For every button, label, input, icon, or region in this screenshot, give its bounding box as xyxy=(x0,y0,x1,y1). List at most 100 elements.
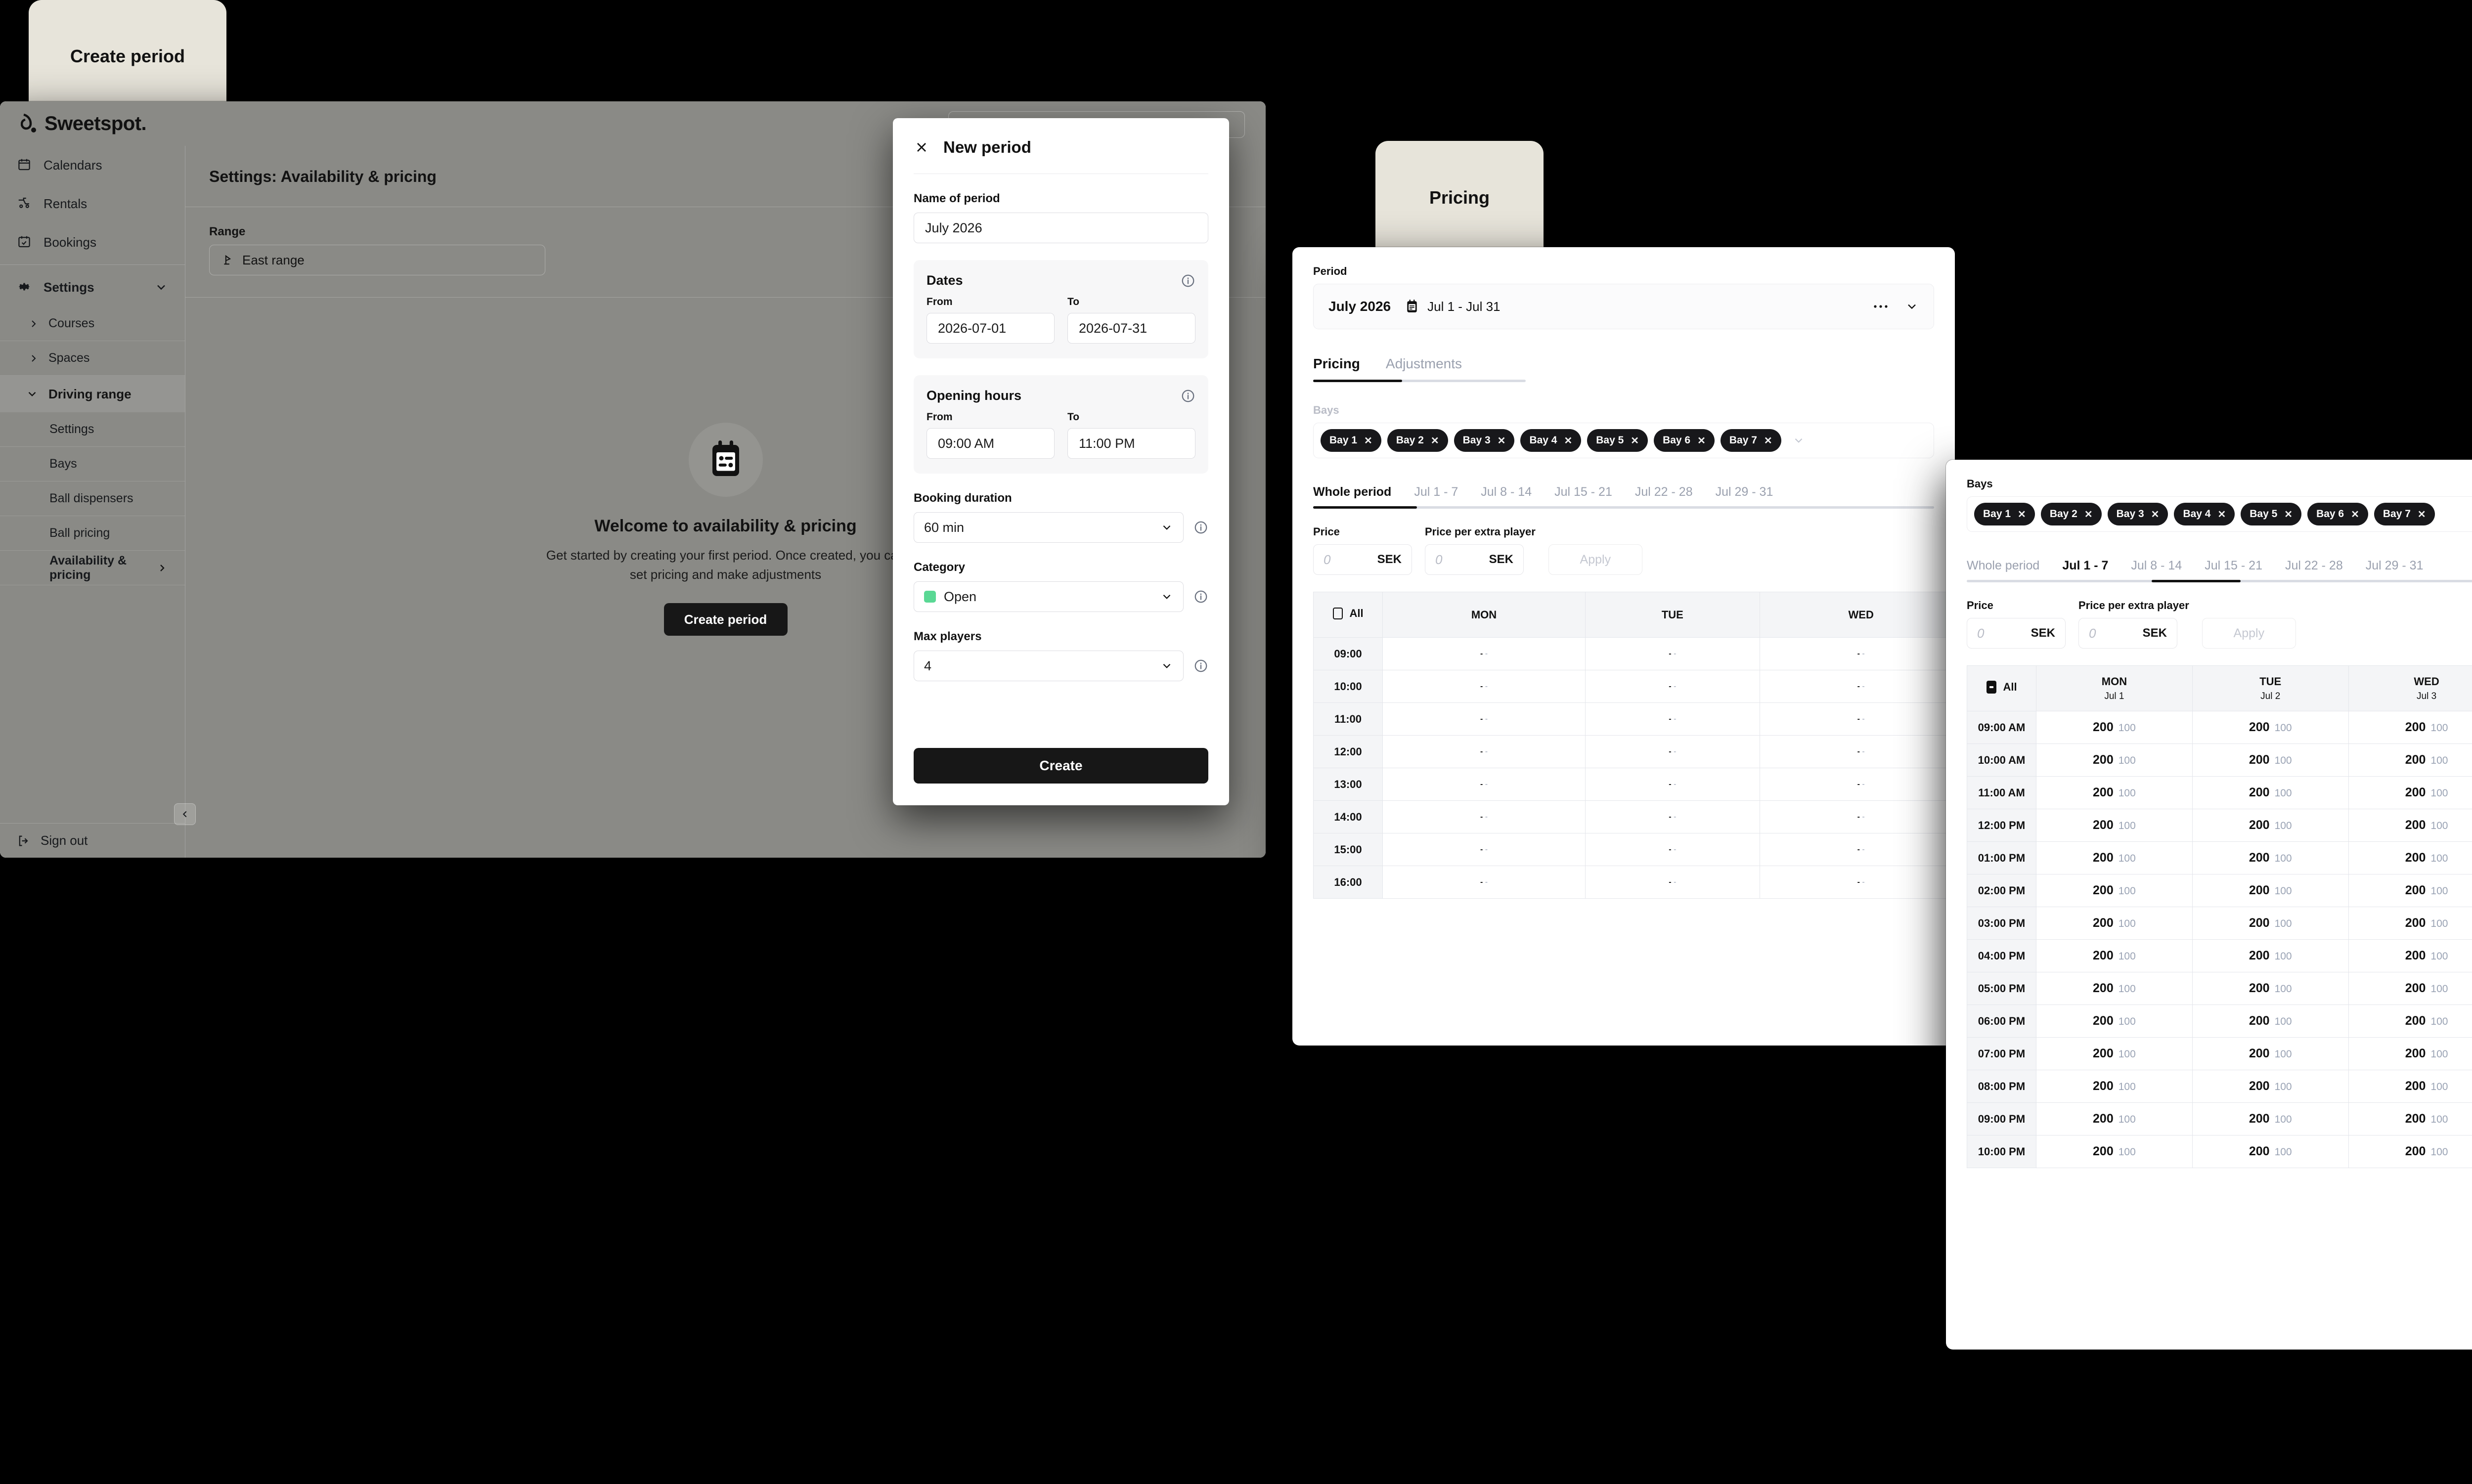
grid-cell[interactable]: 200 100 xyxy=(2348,1070,2472,1103)
info-icon[interactable] xyxy=(1193,589,1208,604)
grid-cell[interactable]: 200 100 xyxy=(2036,874,2193,907)
sidebar-item-dr-availability-pricing[interactable]: Availability & pricing xyxy=(0,551,185,585)
grid-cell[interactable]: - - xyxy=(1382,866,1586,899)
grid-cell[interactable]: 200 100 xyxy=(2192,711,2349,744)
grid-cell[interactable]: 200 100 xyxy=(2192,1070,2349,1103)
grid-cell[interactable]: 200 100 xyxy=(2192,1004,2349,1038)
grid-cell[interactable]: 200 100 xyxy=(2192,776,2349,809)
sign-out-button[interactable]: Sign out xyxy=(0,823,185,858)
range-select[interactable]: East range xyxy=(209,245,545,275)
create-button[interactable]: Create xyxy=(914,748,1208,784)
grid-all-header[interactable]: All xyxy=(1313,592,1383,638)
dates-from-input[interactable]: 2026-07-01 xyxy=(927,313,1055,344)
opening-to-input[interactable]: 11:00 PM xyxy=(1067,428,1195,459)
week-tab-jul-8-14[interactable]: Jul 8 - 14 xyxy=(1481,485,1532,499)
grid-cell[interactable]: 200 100 xyxy=(2348,874,2472,907)
chevron-down-icon[interactable] xyxy=(1792,434,1805,447)
grid-cell[interactable]: 200 100 xyxy=(2192,1135,2349,1168)
apply-button[interactable]: Apply xyxy=(1548,544,1642,575)
info-icon[interactable] xyxy=(1181,389,1195,403)
chevron-down-icon[interactable] xyxy=(1905,300,1919,313)
week-tab-jul-15-21[interactable]: Jul 15 - 21 xyxy=(2205,559,2262,572)
bay-chip[interactable]: Bay 4 ✕ xyxy=(1520,429,1582,452)
close-icon[interactable]: ✕ xyxy=(1631,435,1639,446)
week-tab-jul-22-28[interactable]: Jul 22 - 28 xyxy=(1634,485,1693,499)
grid-cell[interactable]: - - xyxy=(1585,702,1760,736)
price-input[interactable]: 0 SEK xyxy=(1313,544,1412,575)
grid-cell[interactable]: 200 100 xyxy=(2192,874,2349,907)
grid-cell[interactable]: - - xyxy=(1759,637,1955,670)
grid-cell[interactable]: 200 100 xyxy=(2036,711,2193,744)
close-icon[interactable] xyxy=(914,139,929,155)
grid-cell[interactable]: 200 100 xyxy=(2036,939,2193,972)
close-icon[interactable]: ✕ xyxy=(2151,509,2160,520)
grid-cell[interactable]: 200 100 xyxy=(2192,972,2349,1005)
grid-cell[interactable]: - - xyxy=(1585,637,1760,670)
grid-cell[interactable]: 200 100 xyxy=(2348,1004,2472,1038)
grid-cell[interactable]: - - xyxy=(1382,833,1586,866)
category-select[interactable]: Open xyxy=(914,581,1184,612)
sidebar-item-calendars[interactable]: Calendars xyxy=(0,146,185,184)
week-tab-jul-1-7[interactable]: Jul 1 - 7 xyxy=(2062,559,2109,572)
extra-player-price-input[interactable]: 0 SEK xyxy=(2078,618,2177,649)
tab-pricing[interactable]: Pricing xyxy=(1313,356,1360,371)
grid-cell[interactable]: 200 100 xyxy=(2036,743,2193,777)
grid-cell[interactable]: 200 100 xyxy=(2348,841,2472,874)
bay-chip[interactable]: Bay 7 ✕ xyxy=(2374,503,2435,525)
bay-chip[interactable]: Bay 1 ✕ xyxy=(1974,503,2035,525)
bay-chip[interactable]: Bay 2 ✕ xyxy=(1387,429,1448,452)
grid-cell[interactable]: 200 100 xyxy=(2192,743,2349,777)
grid-cell[interactable]: 200 100 xyxy=(2348,972,2472,1005)
close-icon[interactable]: ✕ xyxy=(1430,435,1439,446)
grid-cell[interactable]: 200 100 xyxy=(2348,939,2472,972)
close-icon[interactable]: ✕ xyxy=(2018,509,2026,520)
grid-cell[interactable]: 200 100 xyxy=(2348,907,2472,940)
sidebar-collapse-button[interactable] xyxy=(174,803,196,825)
grid-cell[interactable]: 200 100 xyxy=(2036,1037,2193,1070)
grid-cell[interactable]: - - xyxy=(1585,866,1760,899)
tab-label-pricing[interactable]: Pricing xyxy=(1375,141,1544,255)
grid-cell[interactable]: - - xyxy=(1759,768,1955,801)
close-icon[interactable]: ✕ xyxy=(1764,435,1772,446)
sidebar-item-bookings[interactable]: Bookings xyxy=(0,223,185,262)
close-icon[interactable]: ✕ xyxy=(1497,435,1506,446)
grid-cell[interactable]: 200 100 xyxy=(2348,809,2472,842)
grid-cell[interactable]: - - xyxy=(1382,702,1586,736)
period-selector[interactable]: July 2026 Jul 1 - Jul 31 xyxy=(1313,284,1934,329)
bay-chip[interactable]: Bay 6 ✕ xyxy=(2307,503,2368,525)
bays-chip-list[interactable]: Bay 1 ✕ Bay 2 ✕ Bay 3 ✕ Bay 4 ✕ Bay 5 ✕ Bay 6… xyxy=(1967,496,2472,532)
tab-label-create-period[interactable]: Create period xyxy=(29,0,226,113)
close-icon[interactable]: ✕ xyxy=(2284,509,2293,520)
week-tab-jul-8-14[interactable]: Jul 8 - 14 xyxy=(2131,559,2182,572)
tab-adjustments[interactable]: Adjustments xyxy=(1385,356,1462,371)
info-icon[interactable] xyxy=(1193,658,1208,673)
week-tab-jul-29-31[interactable]: Jul 29 - 31 xyxy=(2365,559,2424,572)
grid-cell[interactable]: 200 100 xyxy=(2348,711,2472,744)
grid-cell[interactable]: - - xyxy=(1585,670,1760,703)
bay-chip[interactable]: Bay 2 ✕ xyxy=(2040,503,2102,525)
sidebar-item-driving-range[interactable]: Driving range xyxy=(0,376,185,412)
grid-cell[interactable]: - - xyxy=(1585,735,1760,768)
opening-from-input[interactable]: 09:00 AM xyxy=(927,428,1055,459)
grid-cell[interactable]: - - xyxy=(1382,735,1586,768)
sidebar-item-dr-ball-dispensers[interactable]: Ball dispensers xyxy=(0,481,185,516)
week-tab-whole-period[interactable]: Whole period xyxy=(1967,559,2040,572)
grid-cell[interactable]: 200 100 xyxy=(2348,743,2472,777)
grid-cell[interactable]: 200 100 xyxy=(2192,809,2349,842)
week-tab-jul-29-31[interactable]: Jul 29 - 31 xyxy=(1715,485,1773,499)
grid-cell[interactable]: - - xyxy=(1585,833,1760,866)
grid-cell[interactable]: 200 100 xyxy=(2348,776,2472,809)
grid-cell[interactable]: 200 100 xyxy=(2192,907,2349,940)
bay-chip[interactable]: Bay 7 ✕ xyxy=(1720,429,1781,452)
grid-cell[interactable]: - - xyxy=(1382,670,1586,703)
grid-cell[interactable]: 200 100 xyxy=(2348,1135,2472,1168)
bay-chip[interactable]: Bay 6 ✕ xyxy=(1654,429,1715,452)
grid-cell[interactable]: 200 100 xyxy=(2192,1037,2349,1070)
grid-cell[interactable]: - - xyxy=(1759,866,1955,899)
sidebar-item-rentals[interactable]: Rentals xyxy=(0,184,185,223)
grid-all-header[interactable]: All xyxy=(1967,665,2036,711)
bay-chip[interactable]: Bay 5 ✕ xyxy=(2241,503,2302,525)
week-tab-jul-1-7[interactable]: Jul 1 - 7 xyxy=(1414,485,1458,499)
close-icon[interactable]: ✕ xyxy=(2417,509,2426,520)
grid-cell[interactable]: 200 100 xyxy=(2036,776,2193,809)
